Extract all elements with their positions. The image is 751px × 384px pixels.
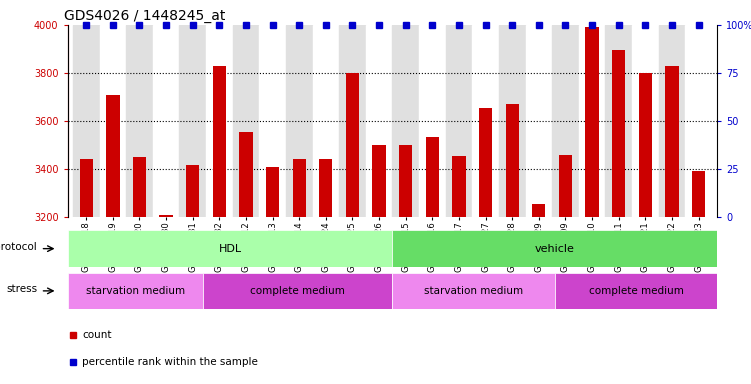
Bar [445,25,472,217]
Text: count: count [82,330,111,340]
Bar [399,145,412,217]
Text: starvation medium: starvation medium [86,286,185,296]
Text: starvation medium: starvation medium [424,286,523,296]
Bar [203,273,392,309]
Bar [240,132,252,217]
Bar [392,273,555,309]
Bar [685,25,712,217]
Bar [665,66,679,217]
Bar [579,25,605,217]
Bar [612,50,626,217]
Bar [80,159,93,217]
Bar [345,73,359,217]
Text: complete medium: complete medium [589,286,683,296]
Bar [73,25,100,217]
Bar [159,215,173,217]
Bar [632,25,659,217]
Text: HDL: HDL [219,243,242,254]
Bar [526,25,552,217]
Bar [339,25,366,217]
Bar [213,66,226,217]
Bar [100,25,126,217]
Bar [68,273,203,309]
Bar [586,27,599,217]
Bar [233,25,259,217]
Bar [555,273,717,309]
Bar [659,25,685,217]
Bar [206,25,233,217]
Bar [266,167,279,217]
Bar [133,157,146,217]
Bar [312,25,339,217]
Bar [499,25,526,217]
Bar [392,25,419,217]
Bar [259,25,286,217]
Bar [559,155,572,217]
Bar [372,145,386,217]
Bar [605,25,632,217]
Bar [532,204,545,217]
Bar [452,156,466,217]
Bar [68,230,392,267]
Text: vehicle: vehicle [535,243,575,254]
Bar [392,230,717,267]
Bar [479,108,492,217]
Bar [106,94,119,217]
Bar [319,159,333,217]
Text: complete medium: complete medium [250,286,345,296]
Bar [552,25,579,217]
Bar [419,25,445,217]
Bar [186,166,199,217]
Bar [692,171,705,217]
Text: stress: stress [6,284,38,294]
Bar [152,25,179,217]
Bar [286,25,312,217]
Bar [293,159,306,217]
Text: protocol: protocol [0,242,38,252]
Bar [126,25,152,217]
Bar [179,25,206,217]
Bar [638,73,652,217]
Bar [505,104,519,217]
Text: GDS4026 / 1448245_at: GDS4026 / 1448245_at [65,8,226,23]
Text: percentile rank within the sample: percentile rank within the sample [82,357,258,367]
Bar [426,137,439,217]
Bar [472,25,499,217]
Bar [366,25,393,217]
